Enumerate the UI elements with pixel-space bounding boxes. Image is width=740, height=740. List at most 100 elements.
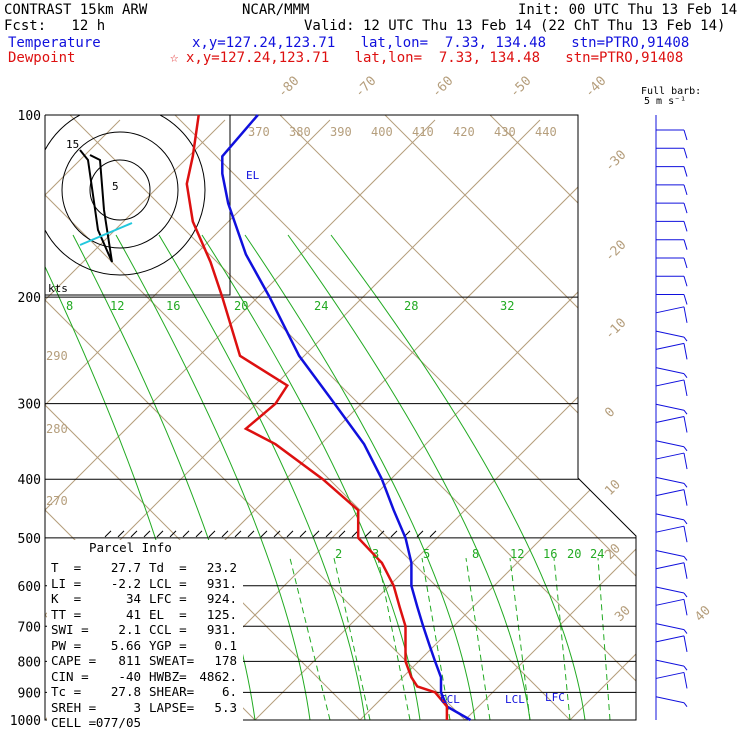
parcel-cell: 2.1 <box>118 622 141 637</box>
wind-barb <box>655 659 685 667</box>
parcel-cell: 41 <box>125 606 141 622</box>
mixing-ratio-label: 20 <box>567 547 581 561</box>
isotherm-line <box>569 119 636 720</box>
wind-barb <box>655 379 685 387</box>
parcel-cell: SWEAT= <box>149 653 195 668</box>
isotherm-line <box>149 119 636 720</box>
dewpoint-curve <box>185 114 449 720</box>
wind-barbs <box>655 115 688 720</box>
wind-barb <box>655 623 685 631</box>
parcel-info-rows: T = 27.7 Td = 23.2 LI = -2.2 LCL = 931. K = 34 LFC… <box>51 560 243 731</box>
parcel-cell: LI = <box>51 575 82 591</box>
wind-barb <box>655 440 685 448</box>
wind-barb-flag <box>683 294 688 305</box>
el-label: EL <box>246 169 260 182</box>
parcel-cell: 3 <box>133 699 141 715</box>
mixing-ratio-line <box>289 557 331 720</box>
level-tick <box>182 530 190 538</box>
wind-barb-flag <box>683 148 688 159</box>
isotherm-label: 10 <box>602 477 624 499</box>
parcel-cell: EL = <box>149 606 187 622</box>
dry-adiabat-label: 280 <box>46 422 68 436</box>
parcel-row: CIN = -40 HWBZ= 4862. <box>51 669 243 685</box>
wind-barb-flag <box>683 343 688 360</box>
wind-barb <box>655 306 685 314</box>
wind-barb <box>655 549 685 557</box>
mixing-ratio-line <box>421 558 451 720</box>
wind-barb <box>655 476 685 484</box>
mixing-ratio-line <box>509 558 531 720</box>
dry-adiabat-line <box>45 115 46 720</box>
wind-barb-flag <box>683 373 688 378</box>
wind-barb-flag <box>683 519 688 525</box>
hodograph-ring-label: 5 <box>112 180 119 193</box>
isotherm-line <box>45 119 436 720</box>
mixing-ratio-label: 16 <box>543 547 557 561</box>
hodograph: 5 15 kts <box>45 115 231 296</box>
level-tick <box>169 530 177 538</box>
parcel-row: CAPE = 811 SWEAT= 178 <box>51 653 243 669</box>
dry-adiabat-line <box>45 115 636 720</box>
center-label: NCAR/MMM <box>242 2 310 18</box>
level-tick <box>273 530 281 538</box>
hodograph-ring <box>61 131 179 249</box>
pressure-label-400: 400 <box>18 473 41 488</box>
mixing-ratio-label: 24 <box>314 299 328 313</box>
isotherm-line <box>359 119 636 720</box>
sounding-curves <box>185 114 472 722</box>
theta-label: 410 <box>412 125 434 139</box>
parcel-cell: K = <box>51 591 82 606</box>
parcel-cell: YGP = <box>149 637 187 653</box>
dry-adiabat-label: 270 <box>46 494 68 508</box>
parcel-row: K = 34 LFC = 924. <box>51 591 243 607</box>
pressure-label-500: 500 <box>18 532 41 547</box>
dry-adiabat-line <box>394 115 636 720</box>
level-tick <box>429 530 437 538</box>
model-title: CONTRAST 15km ARW <box>4 2 148 18</box>
mixing-ratio-label: 3 <box>372 547 379 561</box>
mixing-ratio-line <box>333 557 371 720</box>
isotherm-label: -40 <box>582 74 609 101</box>
parcel-cell: 6. <box>221 684 237 699</box>
wind-barb-flag <box>683 526 688 543</box>
dry-adiabat-label: 290 <box>46 349 68 363</box>
mixing-ratio-line <box>553 558 571 720</box>
theta-label: 380 <box>289 125 311 139</box>
parcel-cell: CIN = <box>51 668 89 684</box>
level-tick <box>156 530 164 538</box>
moist-adiabat-curve <box>115 234 311 720</box>
parcel-cell: 924. <box>206 591 237 606</box>
parcel-cell: T = <box>51 560 82 575</box>
parcel-cell: LFC = <box>149 591 187 606</box>
wind-barb <box>655 403 685 411</box>
isotherm-label: -30 <box>602 148 629 175</box>
parcel-cell: 125. <box>206 606 237 622</box>
wind-barb-flag <box>683 184 688 195</box>
wind-barb-flag <box>683 416 688 433</box>
dewpoint-star-icon: ☆ <box>170 50 179 66</box>
wind-barb-flag <box>683 379 688 397</box>
dry-adiabat-line <box>45 115 466 720</box>
isotherm-label: -10 <box>602 316 629 343</box>
wind-barb <box>655 367 685 375</box>
parcel-cell: 5.66 <box>110 637 141 653</box>
dewpoint-legend-label: Dewpoint <box>8 50 76 66</box>
dewpoint-location: x,y=127.24,123.71 lat,lon= 7.33, 134.48 … <box>186 50 684 66</box>
moist-adiabat-curve <box>244 234 476 720</box>
parcel-cell: 0.1 <box>214 637 237 653</box>
isotherm-line <box>0 120 15 720</box>
isotherm-label: 30 <box>612 603 634 625</box>
parcel-cell: HWBZ= <box>149 668 187 684</box>
plot-frame <box>44 114 637 721</box>
isotherm-label: 0 <box>602 405 618 421</box>
parcel-cell: SWI = <box>51 622 89 637</box>
level-tick <box>260 530 268 538</box>
parcel-cell: 077/05 <box>95 715 141 730</box>
wind-barb-flag <box>683 257 688 269</box>
dry-adiabat-line <box>45 115 571 720</box>
parcel-cell: LCL = <box>149 575 187 591</box>
wind-barb-flag <box>683 446 688 452</box>
isotherm-label: -20 <box>602 238 629 265</box>
pressure-label-1000: 1000 <box>10 714 41 729</box>
wind-barb-flag <box>683 629 688 634</box>
